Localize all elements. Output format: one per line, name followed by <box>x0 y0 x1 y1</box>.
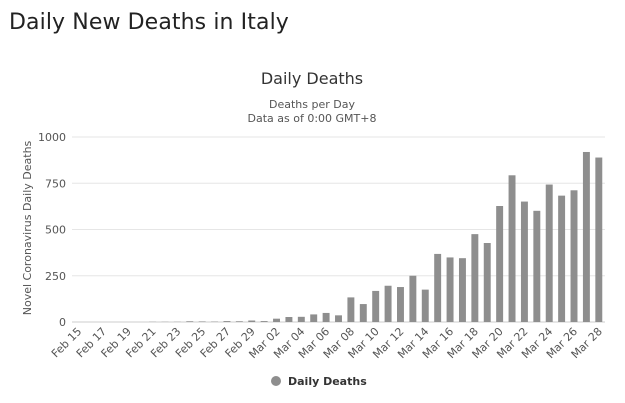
y-tick-label: 1000 <box>38 131 66 144</box>
bar[interactable]: Mar 11: 196 <box>384 285 392 322</box>
bar[interactable]: Mar 25: 683 <box>558 195 566 322</box>
bar[interactable]: Mar 18: 475 <box>471 234 479 322</box>
y-axis-label: Novel Coronavirus Daily Deaths <box>21 140 34 315</box>
legend-marker-icon <box>271 376 281 386</box>
legend-label: Daily Deaths <box>288 375 367 388</box>
bar[interactable]: Mar 01: 5 <box>260 321 268 322</box>
y-tick-label: 500 <box>45 224 66 237</box>
page-title: Daily New Deaths in Italy <box>9 10 289 35</box>
chart-title: Daily Deaths <box>261 69 363 88</box>
bar[interactable]: Mar 16: 349 <box>446 257 454 322</box>
bar[interactable]: Mar 23: 601 <box>533 210 541 322</box>
bar[interactable]: Mar 03: 27 <box>285 317 293 322</box>
bar[interactable]: Mar 06: 49 <box>322 312 330 322</box>
bar[interactable]: Mar 15: 368 <box>434 253 442 322</box>
y-axis-ticks: 0 250 500 750 1000 <box>38 131 66 329</box>
bar[interactable]: Mar 07: 36 <box>335 315 342 322</box>
legend[interactable]: Daily Deaths <box>271 375 367 388</box>
bar[interactable]: Mar 12: 189 <box>397 287 404 322</box>
bar[interactable]: Mar 27: 919 <box>582 151 590 322</box>
bar[interactable]: Mar 04: 28 <box>297 316 305 322</box>
bar[interactable]: Feb 29: 8 <box>248 320 256 322</box>
bar[interactable]: Mar 10: 168 <box>372 290 380 322</box>
bar[interactable]: Mar 02: 18 <box>273 318 280 322</box>
bar[interactable]: Mar 08: 133 <box>347 297 355 322</box>
y-tick-label: 250 <box>45 270 66 283</box>
bar[interactable]: Mar 28: 889 <box>595 157 603 322</box>
bar[interactable]: Feb 25: 3 <box>198 321 206 322</box>
chart-subtitle-line-2: Data as of 0:00 GMT+8 <box>248 112 377 125</box>
bar[interactable]: Mar 13: 250 <box>409 275 417 322</box>
bar[interactable]: Feb 24: 4 <box>186 321 194 322</box>
y-tick-label: 0 <box>59 316 66 329</box>
bar[interactable]: Mar 20: 627 <box>496 206 504 322</box>
bar[interactable]: Mar 22: 651 <box>520 201 528 322</box>
bar[interactable]: Mar 24: 743 <box>545 184 553 322</box>
bar[interactable]: Mar 09: 97 <box>359 304 367 322</box>
chart-subtitle-line-1: Deaths per Day <box>269 98 355 111</box>
bar[interactable]: Mar 05: 41 <box>310 314 318 322</box>
bar[interactable]: Mar 14: 175 <box>421 289 429 322</box>
bar[interactable]: Feb 28: 4 <box>235 321 243 322</box>
bar[interactable]: Feb 27: 5 <box>223 321 231 322</box>
bar[interactable]: Mar 21: 793 <box>508 175 516 322</box>
bar[interactable]: Mar 26: 712 <box>570 190 578 322</box>
bar[interactable]: Mar 17: 345 <box>458 258 466 322</box>
y-tick-label: 750 <box>45 177 66 190</box>
gridlines <box>72 136 605 323</box>
bar[interactable]: Mar 19: 427 <box>483 243 491 322</box>
